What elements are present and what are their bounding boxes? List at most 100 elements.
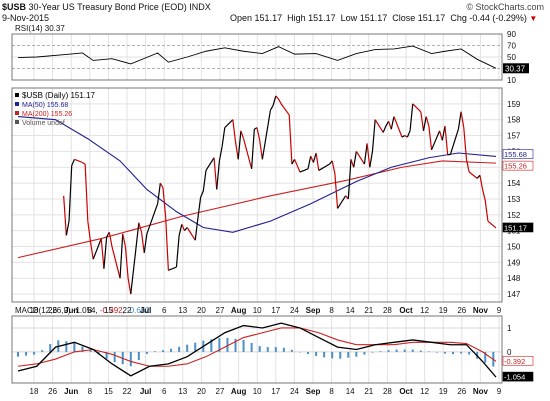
price-segment <box>457 111 462 130</box>
x-tick-label: 8 <box>88 387 93 396</box>
macd-histogram-bar <box>170 348 173 352</box>
macd-histogram-bar <box>194 342 197 352</box>
macd-histogram-bar <box>178 346 181 352</box>
macd-histogram-bar <box>218 338 221 352</box>
macd-histogram-bar <box>274 347 277 352</box>
price-tick-label: 154 <box>507 179 521 188</box>
x-tick-label: 12 <box>420 306 429 315</box>
price-segment <box>119 233 124 279</box>
price-segment <box>465 159 470 173</box>
x-tick-label: 21 <box>364 387 373 396</box>
macd-histogram-bar <box>17 351 19 357</box>
price-segment <box>369 151 374 168</box>
price-segment <box>310 155 314 163</box>
macd-legend: MACD(12,26,9) -1.054, -0.392, -0.662 <box>15 306 150 315</box>
price-segment <box>124 246 129 279</box>
price-segment <box>89 241 94 260</box>
price-segment <box>425 116 430 127</box>
x-tick-label: 8 <box>329 387 334 396</box>
legend-entry: MA(200) 155.26 <box>22 111 72 118</box>
price-segment <box>218 146 223 162</box>
macd-histogram-bar <box>25 351 28 356</box>
price-segment <box>224 119 234 129</box>
price-segment <box>430 130 441 151</box>
close-value: 151.17 <box>417 13 446 23</box>
price-tick-label: 158 <box>507 116 521 125</box>
price-segment <box>296 165 301 173</box>
x-tick-label: 13 <box>178 306 187 315</box>
x-tick-label: 10 <box>253 306 262 315</box>
x-tick-label: 17 <box>271 387 280 396</box>
price-segment <box>178 224 183 236</box>
macd-legend-part: -1.054, <box>73 306 100 315</box>
x-tick-label: Sep <box>306 306 321 315</box>
x-tick-label: 9 <box>497 387 502 396</box>
macd-histogram-bar <box>331 351 334 359</box>
symbol: $USB <box>2 2 27 12</box>
price-segment <box>234 141 239 160</box>
macd-histogram-bar <box>427 351 430 353</box>
x-tick-label: 6 <box>162 387 167 396</box>
price-segment <box>291 159 296 165</box>
x-tick-label: 28 <box>383 306 392 315</box>
macd-histogram-bar <box>73 342 76 352</box>
price-segment <box>200 190 204 198</box>
price-segment <box>422 116 427 131</box>
macd-histogram-bar <box>113 351 116 363</box>
price-segment <box>353 151 357 168</box>
macd-histogram-bar <box>49 344 52 352</box>
price-segment <box>237 130 242 160</box>
macd-histogram-bar <box>145 351 148 354</box>
price-segment <box>468 171 478 179</box>
price-tag-label: 155.26 <box>504 162 527 171</box>
macd-histogram-bar <box>250 343 253 352</box>
x-tick-label: Oct <box>399 306 413 315</box>
price-segment <box>175 235 180 268</box>
macd-histogram-bar <box>395 349 398 352</box>
price-tick-label: 159 <box>507 100 521 109</box>
x-tick-label: 14 <box>346 387 355 396</box>
price-segment <box>460 111 465 128</box>
x-tick-label: 19 <box>439 306 448 315</box>
price-segment <box>312 152 317 163</box>
rsi-last-label: 30.37 <box>505 64 526 73</box>
macd-histogram-bar <box>282 347 285 352</box>
macd-histogram-bar <box>452 351 455 355</box>
chart-title: $USB 30-Year US Treasury Bond Price (EOD… <box>2 2 211 12</box>
price-tag-box <box>502 149 534 159</box>
x-tick-label: 14 <box>346 306 355 315</box>
macd-histogram-bar <box>65 341 68 352</box>
price-segment <box>87 221 92 242</box>
x-tick-label: 18 <box>30 387 39 396</box>
macd-histogram-bar <box>435 351 438 353</box>
price-segment <box>74 158 83 164</box>
x-tick-label: 9 <box>497 306 502 315</box>
price-segment <box>337 195 347 209</box>
price-segment <box>202 170 207 192</box>
price-segment <box>216 160 221 190</box>
price-segment <box>108 232 113 247</box>
price-segment <box>299 168 309 173</box>
price-tick-label: 149 <box>507 258 521 267</box>
x-tick-label: 21 <box>364 306 373 315</box>
price-tick-label: 153 <box>507 195 521 204</box>
legend-entry: $USB (Daily) 151.17 <box>22 91 95 100</box>
x-tick-label: Jun <box>64 387 78 396</box>
x-tick-label: Aug <box>231 387 247 396</box>
x-tick-label: Jul <box>140 306 152 315</box>
price-segment <box>68 165 73 222</box>
x-tick-label: 15 <box>104 306 113 315</box>
rsi-tick-label: 70 <box>507 42 516 51</box>
price-segment <box>184 227 188 232</box>
legend-entry: MA(50) 155.68 <box>22 102 68 109</box>
price-panel: 159158157156155154153152151150149148147$… <box>11 87 534 303</box>
price-segment <box>288 114 293 165</box>
legend-swatch <box>15 111 19 115</box>
price-segment <box>385 120 390 127</box>
macd-legend-part: -0.662 <box>127 306 150 315</box>
macd-histogram-bar <box>41 350 44 352</box>
price-segment <box>157 183 161 204</box>
price-segment <box>100 238 105 269</box>
price-segment <box>393 116 403 138</box>
price-segment <box>363 143 368 165</box>
